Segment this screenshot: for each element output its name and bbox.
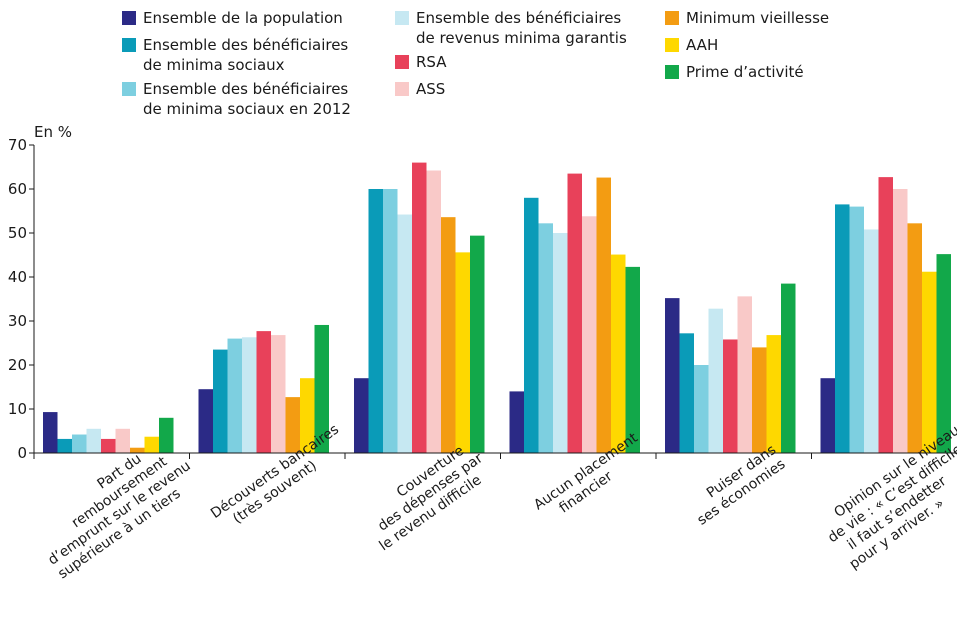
bar: [256, 331, 271, 453]
y-tick-label: 30: [8, 312, 27, 330]
bar: [455, 252, 470, 453]
bar: [820, 378, 835, 453]
bar: [227, 338, 242, 453]
bar: [242, 337, 257, 453]
legend-label: Ensemble des bénéficiaires de minima soc…: [143, 36, 349, 74]
bar: [878, 177, 893, 453]
bar: [509, 391, 524, 453]
legend-swatch: [665, 11, 679, 25]
bar: [567, 173, 582, 453]
bar: [271, 335, 286, 453]
bar: [524, 197, 539, 453]
bar: [101, 438, 116, 453]
legend: Ensemble de la population Ensemble des b…: [0, 0, 957, 120]
legend-item-rsa: RSA: [395, 52, 446, 72]
bar: [144, 436, 159, 453]
bar: [412, 162, 427, 453]
x-category-label: Puiser dansses économies: [685, 442, 789, 529]
y-tick-label: 50: [8, 224, 27, 242]
bar: [354, 378, 369, 453]
bar: [723, 339, 738, 453]
bar: [922, 271, 937, 453]
legend-item-ass: ASS: [395, 79, 445, 99]
y-tick-label: 20: [8, 356, 27, 374]
legend-label: AAH: [686, 36, 719, 54]
bar: [708, 308, 723, 453]
legend-label: Ensemble des bénéficiaires de minima soc…: [143, 80, 351, 118]
legend-swatch: [122, 38, 136, 52]
bar: [737, 296, 752, 453]
bar: [213, 349, 228, 453]
bar: [130, 447, 145, 453]
bar: [752, 347, 767, 453]
bar: [198, 389, 213, 453]
legend-item-beneficiaires-minima-2012: Ensemble des bénéficiaires de minima soc…: [122, 79, 351, 119]
bar: [893, 189, 908, 453]
bar: [397, 214, 412, 453]
bar: [781, 283, 796, 453]
legend-swatch: [665, 38, 679, 52]
y-tick-label: 60: [8, 180, 27, 198]
bar: [115, 428, 130, 453]
legend-label: Ensemble de la population: [143, 9, 343, 27]
bar: [441, 217, 456, 453]
legend-swatch: [395, 82, 409, 96]
bar: [936, 254, 951, 453]
bar: [766, 335, 781, 453]
bar: [159, 417, 174, 453]
bar: [907, 223, 922, 453]
legend-swatch: [665, 65, 679, 79]
bar: [679, 333, 694, 453]
legend-item-beneficiaires-minima: Ensemble des bénéficiaires de minima soc…: [122, 35, 348, 75]
y-axis-unit: En %: [34, 123, 72, 141]
legend-label: RSA: [416, 53, 447, 71]
bar: [694, 365, 709, 453]
bar: [625, 266, 640, 453]
legend-swatch: [122, 82, 136, 96]
y-tick-label: 0: [17, 444, 27, 462]
bar: [553, 233, 568, 453]
bar: [285, 397, 300, 453]
legend-label: ASS: [416, 80, 446, 98]
bar: [300, 378, 315, 453]
bar: [835, 204, 850, 453]
bar: [582, 216, 597, 453]
y-tick-label: 40: [8, 268, 27, 286]
legend-label: Ensemble des bénéficiaires de revenus mi…: [416, 9, 627, 47]
legend-item-minimum-vieillesse: Minimum vieillesse: [665, 8, 829, 28]
legend-swatch: [122, 11, 136, 25]
bar: [538, 223, 553, 453]
bar: [57, 438, 72, 453]
legend-label: Minimum vieillesse: [686, 9, 830, 27]
y-tick-label: 10: [8, 400, 27, 418]
bar: [383, 189, 398, 453]
bar: [470, 235, 485, 453]
bar: [314, 324, 329, 453]
bar: [86, 428, 101, 453]
x-category-label: Couverturedes dépenses parle revenu diff…: [357, 436, 496, 554]
bar: [665, 298, 680, 453]
y-axis: 0 10 20 30 40 50 60 70: [8, 136, 35, 462]
legend-swatch: [395, 11, 409, 25]
bar: [611, 254, 626, 453]
legend-item-aah: AAH: [665, 35, 718, 55]
bar: [849, 206, 864, 453]
legend-label: Prime d’activité: [686, 63, 804, 81]
bar: [368, 189, 383, 453]
bar: [43, 412, 58, 453]
bar: [596, 177, 611, 453]
legend-item-prime-activite: Prime d’activité: [665, 62, 804, 82]
y-tick-label: 70: [8, 136, 27, 154]
bar: [426, 170, 441, 453]
bars: [43, 162, 951, 453]
bar: [72, 434, 87, 453]
legend-item-ensemble-population: Ensemble de la population: [122, 8, 343, 28]
legend-swatch: [395, 55, 409, 69]
bar: [864, 229, 879, 453]
legend-item-revenus-minima-garantis: Ensemble des bénéficiaires de revenus mi…: [395, 8, 627, 48]
